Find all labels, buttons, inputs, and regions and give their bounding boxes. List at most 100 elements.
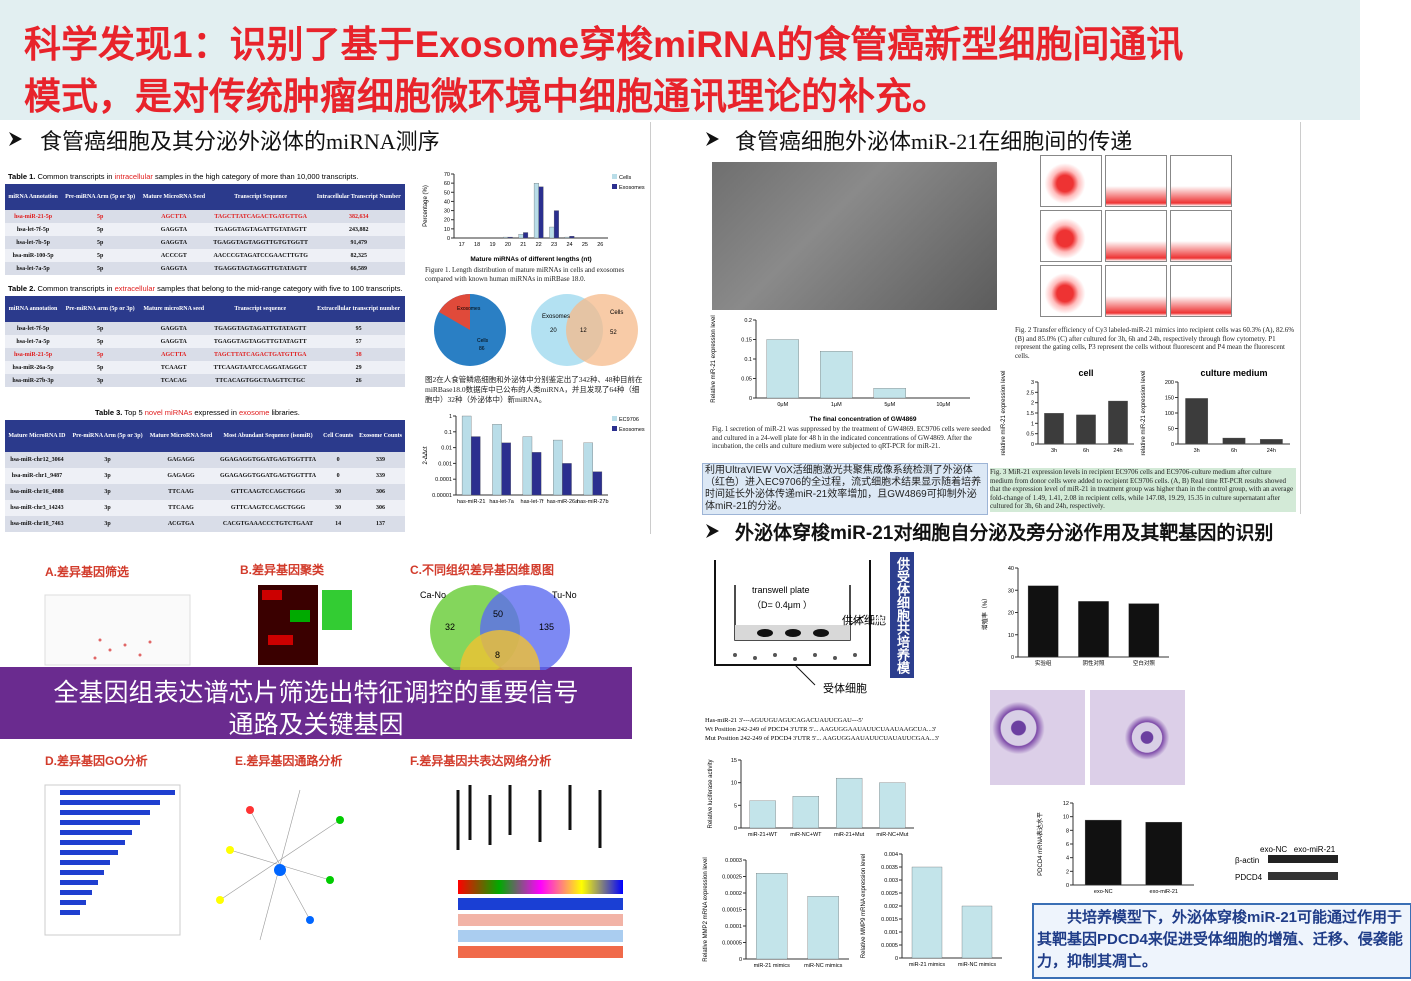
bar-chart: 增殖率（%） 0 10 20 30 40 实验组 阴性对照 空白对照 bbox=[981, 566, 1169, 667]
bar bbox=[1044, 413, 1064, 445]
table-cell: hsa-let-7a-5p bbox=[16, 338, 50, 345]
column-header: Mature MicroRNA Seed bbox=[142, 194, 206, 200]
table-caption: Table 2. Common transcripts in extracell… bbox=[8, 284, 403, 293]
table-cell: 5p bbox=[96, 213, 104, 220]
table-caption: Table 1. Common transcripts in intracell… bbox=[8, 172, 358, 181]
bar-chart: PDCD4 mRNA表达水平 0 2 4 6 8 10 12 exo-NC exo-miR-21 bbox=[1036, 801, 1194, 895]
bar bbox=[562, 463, 572, 496]
x-tick-label: 6h bbox=[1083, 448, 1089, 454]
bar bbox=[1108, 400, 1128, 445]
table-cell: 5p bbox=[96, 265, 104, 272]
bar bbox=[492, 424, 502, 496]
table-cell: AGCTTA bbox=[161, 351, 187, 358]
table-cell: TTCAAG bbox=[168, 505, 194, 511]
bar bbox=[471, 436, 481, 496]
y-tick-label: 3 bbox=[1031, 380, 1034, 386]
x-tick-label: has-miR-21 bbox=[457, 499, 485, 505]
table-cell: 0 bbox=[336, 473, 340, 479]
table-cell: TGAGGTAGTAGGTTGTGTGGTT bbox=[213, 239, 309, 246]
x-tick-label: exo-miR-21 bbox=[1150, 889, 1178, 895]
table-cell: 339 bbox=[376, 473, 385, 479]
note: 图2在人食管鳞癌细胞和外泌体中分别鉴定出了342种、48种目前在miRBase1… bbox=[425, 375, 643, 404]
table-cell: 57 bbox=[355, 338, 362, 345]
bar bbox=[583, 442, 593, 496]
sequence-block: Has-miR-21 3'---AGUUGUAGUCAGACUAUUCGAU--… bbox=[705, 716, 939, 743]
pie-chart: Exosomes Cells 86 bbox=[434, 294, 506, 366]
bar bbox=[1185, 398, 1209, 445]
table-cell: hsa-let-7b-5p bbox=[16, 239, 50, 246]
sequence-line: Wt Position 242-249 of PDCD4 3'UTR 5'...… bbox=[705, 726, 937, 733]
y-tick-label: 1.5 bbox=[1026, 411, 1034, 417]
y-axis-label: Relative MMP2 mRNA expression level bbox=[703, 857, 709, 961]
table-cell: 306 bbox=[376, 489, 385, 495]
panel-label: D.差异基因GO分析 bbox=[45, 754, 148, 768]
table-row: hsa-miR-chr12_3064 3p GAGAGG GGAGAGGTGGATGA… bbox=[5, 452, 405, 468]
x-tick-label: 17 bbox=[459, 242, 465, 248]
venn-count: 50 bbox=[493, 609, 503, 619]
table-cell: TTCAAG bbox=[168, 489, 194, 495]
y-tick-label: 0.00001 bbox=[432, 493, 452, 499]
x-tick-label: 22 bbox=[536, 242, 542, 248]
caption-part: intracellular bbox=[114, 172, 153, 181]
y-tick-label: 0.0015 bbox=[881, 917, 898, 923]
y-tick-label: 0 bbox=[749, 396, 752, 402]
bar bbox=[507, 236, 513, 239]
legend-label: Cells bbox=[619, 175, 631, 181]
column-header: Transcript sequence bbox=[234, 306, 287, 312]
table-cell: 3p bbox=[96, 377, 104, 384]
table-row: hsa-miR-100-5p 5p ACCCGT AACCCGTAGATCCGAACT… bbox=[5, 249, 405, 262]
y-tick-label: 20 bbox=[444, 218, 450, 224]
x-tick-label: miR-21 mimics bbox=[754, 963, 791, 969]
column-header: Exosome Counts bbox=[359, 433, 402, 439]
table-cell: 306 bbox=[376, 505, 385, 511]
table-cell: GAGAGG bbox=[167, 457, 195, 463]
x-tick-label: 24 bbox=[566, 242, 572, 248]
pie-slice bbox=[439, 294, 470, 330]
diagram-label: 受体细胞 bbox=[823, 683, 867, 695]
column-header: Cell Counts bbox=[323, 433, 354, 439]
y-tick-label: 12 bbox=[1063, 801, 1069, 807]
column-header: Pre-miRNA Arm (5p or 3p) bbox=[72, 433, 143, 439]
x-tick-label: 21 bbox=[520, 242, 526, 248]
y-tick-label: 15 bbox=[731, 758, 737, 764]
venn-set bbox=[566, 294, 638, 366]
bar bbox=[879, 782, 906, 829]
x-tick-label: 24h bbox=[1267, 448, 1276, 454]
section-heading: 食管癌细胞及其分泌外泌体的miRNA测序 bbox=[40, 129, 440, 154]
bar bbox=[501, 442, 511, 496]
y-tick-label: 0.00015 bbox=[722, 908, 742, 914]
y-axis-label: Relative luciferase activity bbox=[708, 759, 714, 828]
bar-chart: Relative miR-21 expression level The fina… bbox=[711, 315, 970, 423]
y-tick-label: 0 bbox=[734, 826, 737, 832]
column-header: Mature MicroRNA Seed bbox=[149, 433, 213, 439]
venn-count: 32 bbox=[445, 622, 455, 632]
micrograph bbox=[990, 690, 1085, 785]
bullet-arrow bbox=[706, 524, 719, 538]
x-tick-label: miR-21+Mut bbox=[834, 832, 865, 838]
table-cell: 3p bbox=[104, 521, 111, 527]
y-tick-label: 0.01 bbox=[441, 446, 452, 452]
venn-count: 52 bbox=[610, 330, 617, 336]
section-heading: 食管癌细胞外泌体miR-21在细胞间的传递 bbox=[735, 129, 1133, 154]
column-header: miRNA Annotation bbox=[8, 194, 58, 200]
bar bbox=[1027, 585, 1059, 658]
bar bbox=[533, 182, 539, 239]
caption-part: Table 3. bbox=[95, 408, 123, 417]
flow-plot bbox=[1105, 210, 1167, 262]
table-cell: 5p bbox=[96, 364, 104, 371]
y-tick-label: 0 bbox=[1066, 883, 1069, 889]
table-cell: hsa-let-7f-5p bbox=[16, 226, 50, 233]
bar bbox=[749, 800, 776, 829]
table-cell: 66,589 bbox=[350, 265, 368, 272]
table-cell: 3p bbox=[104, 473, 111, 479]
lane-label: exo-miR-21 bbox=[1293, 845, 1336, 854]
bar bbox=[792, 796, 820, 829]
figure-caption: Fig. 2 Transfer efficiency of Cy3 labele… bbox=[1015, 326, 1295, 360]
y-tick-label: 0.00025 bbox=[722, 875, 742, 881]
legend-label: Exosomes bbox=[619, 185, 645, 191]
table-row: hsa-let-7b-5p 5p GAGGTA TGAGGTAGTAGGTTGTGTG… bbox=[5, 236, 405, 249]
bar-chart: Relative MMP9 mRNA expression level 0 0.00… bbox=[861, 852, 1002, 968]
y-tick-label: 0.15 bbox=[741, 338, 752, 344]
pie-label: Exosomes bbox=[457, 306, 481, 312]
y-tick-label: 0.1 bbox=[444, 430, 452, 436]
